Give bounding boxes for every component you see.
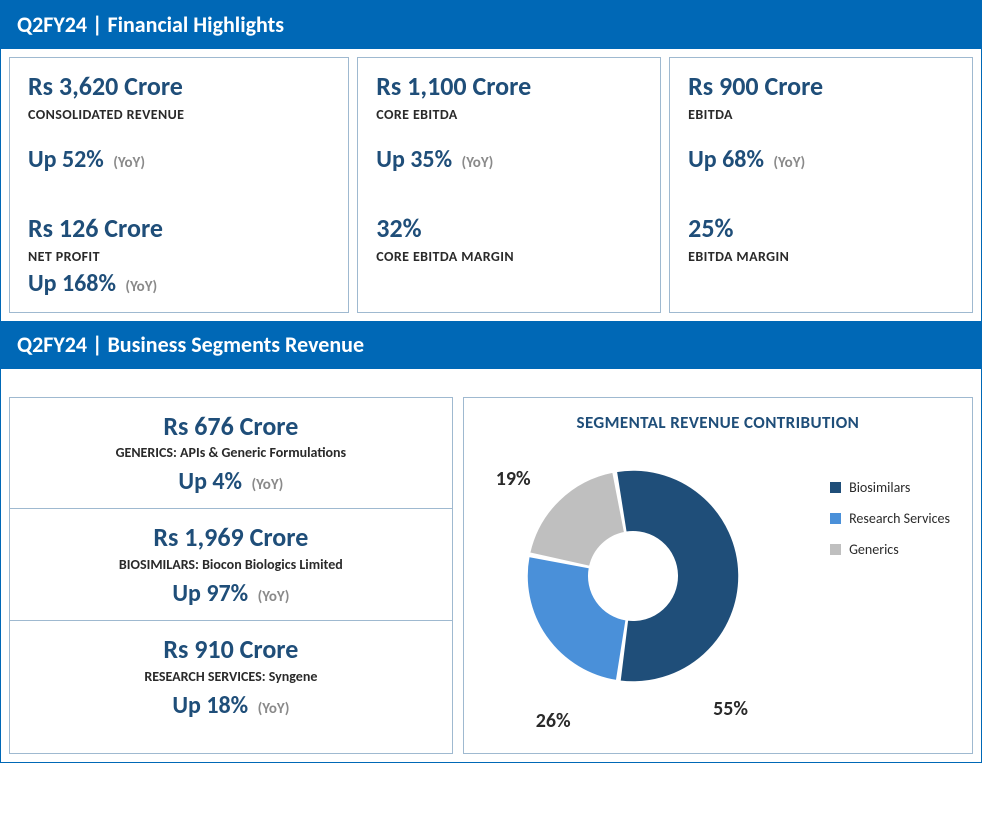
segment-chart-box: SEGMENTAL REVENUE CONTRIBUTION 55% 26% 1… — [463, 397, 973, 754]
metric-value: 32% — [376, 214, 642, 244]
segment-label: RESEARCH SERVICES: Syngene — [20, 668, 442, 685]
metric-label: CORE EBITDA MARGIN — [376, 248, 642, 265]
metric-value: 25% — [688, 214, 954, 244]
change-text: Up 18% — [172, 691, 248, 720]
change-text: Up 4% — [178, 467, 242, 496]
metric-value: Rs 900 Crore — [688, 72, 954, 102]
metric-label: CORE EBITDA — [376, 106, 642, 123]
segment-row-biosimilars: Rs 1,969 Crore BIOSIMILARS: Biocon Biolo… — [10, 509, 452, 621]
legend-item: Generics — [830, 541, 950, 558]
section-header-financial: Q2FY24 | Financial Highlights — [1, 1, 981, 49]
metric-change: Up 168% (YoY) — [28, 269, 330, 298]
segment-value: Rs 1,969 Crore — [20, 523, 442, 552]
change-text: Up 52% — [28, 145, 104, 174]
financial-highlights-grid: Rs 3,620 Crore CONSOLIDATED REVENUE Up 5… — [1, 49, 981, 321]
metric-value: Rs 126 Crore — [28, 214, 330, 244]
section-header-segments: Q2FY24 | Business Segments Revenue — [1, 321, 981, 369]
yoy-suffix: (YoY) — [125, 278, 157, 296]
report-container: Q2FY24 | Financial Highlights Rs 3,620 C… — [0, 0, 982, 763]
metric-label: CONSOLIDATED REVENUE — [28, 106, 330, 123]
segment-list: Rs 676 Crore GENERICS: APIs & Generic Fo… — [9, 397, 453, 754]
metric-change: Up 35% (YoY) — [376, 145, 642, 174]
segment-change: Up 97% (YoY) — [20, 579, 442, 608]
metric-value: Rs 1,100 Crore — [376, 72, 642, 102]
segments-grid: Rs 676 Crore GENERICS: APIs & Generic Fo… — [1, 369, 981, 762]
change-text: Up 168% — [28, 269, 116, 298]
change-text: Up 97% — [172, 579, 248, 608]
metric-change: Up 52% (YoY) — [28, 145, 330, 174]
yoy-suffix: (YoY) — [258, 588, 290, 606]
legend-label: Biosimilars — [849, 479, 910, 496]
donut-label-55: 55% — [713, 697, 748, 721]
legend-item: Biosimilars — [830, 479, 950, 496]
segment-label: GENERICS: APIs & Generic Formulations — [20, 444, 442, 461]
yoy-suffix: (YoY) — [462, 154, 494, 172]
chart-title: SEGMENTAL REVENUE CONTRIBUTION — [478, 412, 958, 433]
chart-body: 55% 26% 19% Biosimilars Research Service… — [478, 439, 958, 739]
legend-swatch — [830, 513, 841, 524]
chart-legend: Biosimilars Research Services Generics — [830, 479, 950, 572]
yoy-suffix: (YoY) — [258, 700, 290, 718]
yoy-suffix: (YoY) — [773, 154, 805, 172]
segment-value: Rs 676 Crore — [20, 412, 442, 441]
change-text: Up 35% — [376, 145, 452, 174]
segment-label: BIOSIMILARS: Biocon Biologics Limited — [20, 556, 442, 573]
highlight-card-ebitda: Rs 900 Crore EBITDA Up 68% (YoY) 25% EBI… — [669, 57, 973, 313]
legend-item: Research Services — [830, 510, 950, 527]
legend-swatch — [830, 482, 841, 493]
metric-value: Rs 3,620 Crore — [28, 72, 330, 102]
donut-chart — [518, 461, 748, 691]
segment-change: Up 4% (YoY) — [20, 467, 442, 496]
metric-label: NET PROFIT — [28, 248, 330, 265]
segment-change: Up 18% (YoY) — [20, 691, 442, 720]
highlight-card-core-ebitda: Rs 1,100 Crore CORE EBITDA Up 35% (YoY) … — [357, 57, 661, 313]
highlight-card-revenue-profit: Rs 3,620 Crore CONSOLIDATED REVENUE Up 5… — [9, 57, 349, 313]
yoy-suffix: (YoY) — [113, 154, 145, 172]
segment-value: Rs 910 Crore — [20, 635, 442, 664]
segment-row-research: Rs 910 Crore RESEARCH SERVICES: Syngene … — [10, 621, 452, 732]
metric-change: Up 68% (YoY) — [688, 145, 954, 174]
metric-label: EBITDA MARGIN — [688, 248, 954, 265]
segment-row-generics: Rs 676 Crore GENERICS: APIs & Generic Fo… — [10, 398, 452, 510]
yoy-suffix: (YoY) — [252, 476, 284, 494]
donut-label-26: 26% — [536, 709, 571, 733]
legend-swatch — [830, 544, 841, 555]
change-text: Up 68% — [688, 145, 764, 174]
legend-label: Generics — [849, 541, 899, 558]
metric-label: EBITDA — [688, 106, 954, 123]
legend-label: Research Services — [849, 510, 950, 527]
donut-label-19: 19% — [496, 467, 531, 491]
